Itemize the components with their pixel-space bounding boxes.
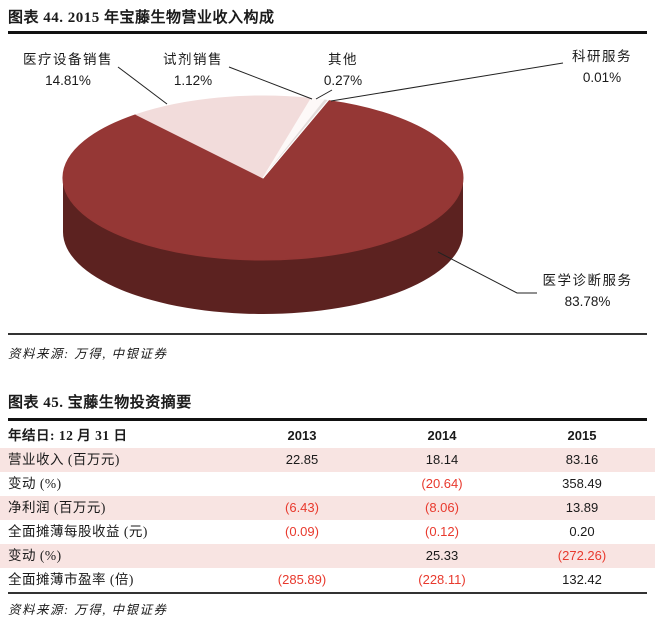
table-header-row: 年结日: 12 月 31 日 2013 2014 2015 [0,424,655,448]
divider [8,333,647,335]
pie-label-medical-equipment: 医疗设备销售 14.81% [8,49,128,91]
pie-label-name: 医学诊断服务 [542,273,633,288]
pie-label-name: 其他 [328,52,358,67]
table-row: 变动 (%) (20.64) 358.49 [0,472,655,496]
figure45-source: 资料来源: 万得, 中银证券 [8,603,168,617]
leader-line-reagent-sales [228,66,313,100]
pie-slice-4 [262,99,330,179]
pie-label-medical-diagnosis: 医学诊断服务 83.78% [520,270,655,312]
table-cell: (285.89) [277,572,327,587]
pie-label-percent: 83.78% [564,294,611,309]
pie-label-name: 医疗设备销售 [23,52,113,67]
pie-label-name: 科研服务 [572,49,632,64]
leader-line-medical-equipment [117,66,168,105]
table-row: 净利润 (百万元) (6.43) (8.06) 13.89 [0,496,655,520]
table-row: 全面摊薄每股收益 (元) (0.09) (0.12) 0.20 [0,520,655,544]
table-cell: 83.16 [565,452,599,467]
table-row-label: 全面摊薄每股收益 (元) [8,524,148,539]
table-row-label: 年结日: 12 月 31 日 [8,428,128,443]
table-cell: (8.06) [425,500,459,515]
pie-label-research-service: 科研服务 0.01% [552,46,652,88]
table-cell: (0.12) [425,524,459,539]
table-row-label: 营业收入 (百万元) [8,452,120,467]
table-row-label: 全面摊薄市盈率 (倍) [8,572,134,587]
figure44-title: 图表 44. 2015 年宝藤生物营业收入构成 [8,10,275,26]
table-cell: 358.49 [562,476,602,491]
divider [8,31,647,34]
table-cell: (20.64) [421,476,463,491]
leader-line-research-service [330,62,564,102]
table-cell: (228.11) [418,572,466,587]
table-row: 变动 (%) 25.33 (272.26) [0,544,655,568]
table-cell: (0.09) [285,524,319,539]
pie-label-name: 试剂销售 [163,52,223,67]
investment-summary-table: 年结日: 12 月 31 日 2013 2014 2015 营业收入 (百万元) 22.8… [0,424,655,592]
table-cell: 132.42 [562,572,602,587]
divider [8,592,647,594]
table-cell: 0.20 [569,524,595,539]
pie-slice-1 [134,95,313,179]
pie-chart [62,62,564,314]
table-cell: 2014 [427,428,457,443]
pie-side [63,178,463,314]
table-row-label: 净利润 (百万元) [8,500,106,515]
table-row: 营业收入 (百万元) 22.85 18.14 83.16 [0,448,655,472]
divider [8,418,647,421]
pie-slice-0 [62,99,464,261]
pie-label-percent: 0.01% [582,70,622,85]
table-cell: (272.26) [557,548,607,563]
pie-label-other: 其他 0.27% [283,49,403,91]
table-cell [232,544,372,568]
leader-line-other [315,89,333,100]
table-cell: 2015 [567,428,597,443]
table-cell: 22.85 [285,452,319,467]
figure44-source: 资料来源: 万得, 中银证券 [8,347,168,361]
figure45-title: 图表 45. 宝藤生物投资摘要 [8,395,192,411]
pie-label-reagent-sales: 试剂销售 1.12% [133,49,253,91]
table-cell: 25.33 [425,548,459,563]
pie-label-percent: 0.27% [323,73,363,88]
table-cell: 18.14 [425,452,459,467]
pie-label-percent: 14.81% [45,73,91,88]
table-cell: 2013 [287,428,317,443]
table-row: 全面摊薄市盈率 (倍) (285.89) (228.11) 132.42 [0,568,655,592]
leader-line-medical-diagnosis [437,251,537,294]
table-cell [232,472,372,496]
table-cell: (6.43) [285,500,319,515]
leader-lines [117,62,564,294]
pie-label-percent: 1.12% [173,73,213,88]
table-row-label: 变动 (%) [8,548,62,563]
table-row-label: 变动 (%) [8,476,62,491]
table-cell: 13.89 [565,500,599,515]
